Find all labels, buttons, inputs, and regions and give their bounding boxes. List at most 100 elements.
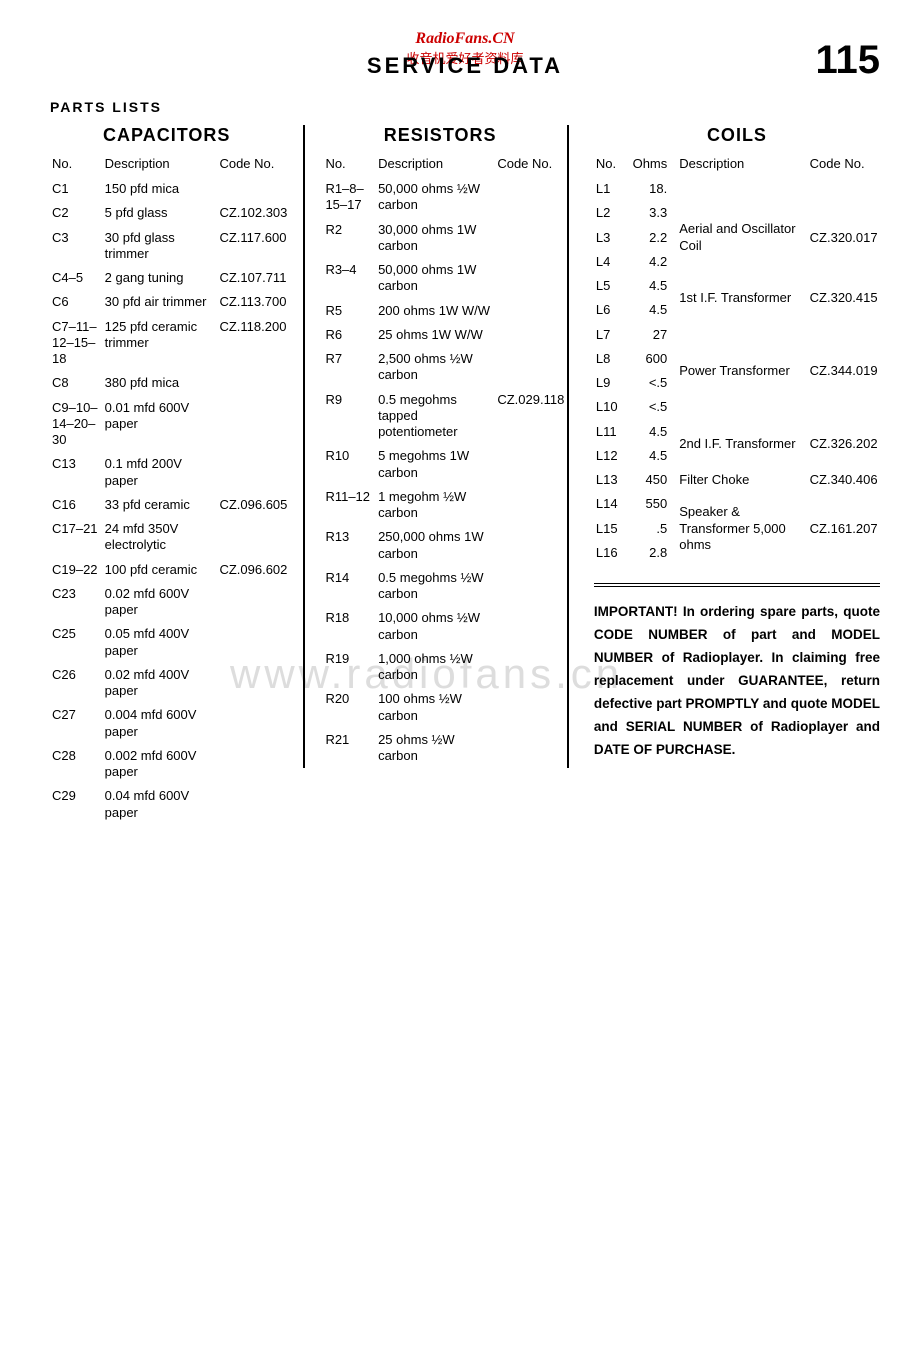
part-desc: 10,000 ohms ½W carbon — [376, 606, 495, 647]
part-no: R21 — [323, 728, 376, 769]
part-desc: Power Transformer — [677, 323, 807, 420]
part-code: CZ.326.202 — [808, 420, 880, 469]
part-ohms: <.5 — [629, 395, 677, 419]
part-desc: 33 pfd ceramic — [103, 493, 218, 517]
part-ohms: 27 — [629, 323, 677, 347]
part-code — [217, 517, 283, 558]
part-desc: 0.05 mfd 400V paper — [103, 622, 218, 663]
part-no: R11–12 — [323, 485, 376, 526]
part-desc: 0.5 megohms tapped potentiometer — [376, 388, 495, 445]
part-no: R1–8–15–17 — [323, 177, 376, 218]
part-code — [495, 566, 557, 607]
part-code — [217, 452, 283, 493]
part-desc: 0.004 mfd 600V paper — [103, 703, 218, 744]
table-row: C250.05 mfd 400V paper — [50, 622, 283, 663]
col-header-no: No. — [50, 156, 103, 177]
part-no: C2 — [50, 201, 103, 225]
part-code: CZ.161.207 — [808, 492, 880, 565]
part-no: R2 — [323, 218, 376, 259]
table-row: C1150 pfd mica — [50, 177, 283, 201]
part-code — [217, 396, 283, 453]
part-no: L10 — [594, 395, 629, 419]
table-row: C270.004 mfd 600V paper — [50, 703, 283, 744]
part-desc: 200 ohms 1W W/W — [376, 299, 495, 323]
part-code — [217, 371, 283, 395]
table-row: C280.002 mfd 600V paper — [50, 744, 283, 785]
part-no: R14 — [323, 566, 376, 607]
table-row: R5200 ohms 1W W/W — [323, 299, 556, 323]
table-row: L54.51st I.F. TransformerCZ.320.415 — [594, 274, 880, 298]
part-desc: 100 ohms ½W carbon — [376, 687, 495, 728]
table-row: R3–450,000 ohms 1W carbon — [323, 258, 556, 299]
part-desc: 380 pfd mica — [103, 371, 218, 395]
part-code: CZ.320.415 — [808, 274, 880, 323]
part-code: CZ.107.711 — [217, 266, 283, 290]
part-code — [217, 663, 283, 704]
table-row: R140.5 megohms ½W carbon — [323, 566, 556, 607]
col-header-code: Code No. — [808, 156, 880, 177]
part-code: CZ.320.017 — [808, 201, 880, 274]
part-ohms: .5 — [629, 517, 677, 541]
part-ohms: 4.5 — [629, 420, 677, 444]
part-no: L8 — [594, 347, 629, 371]
part-desc: 50,000 ohms ½W carbon — [376, 177, 495, 218]
part-no: C23 — [50, 582, 103, 623]
part-code — [217, 784, 283, 825]
table-row: R1810,000 ohms ½W carbon — [323, 606, 556, 647]
part-desc: 0.1 mfd 200V paper — [103, 452, 218, 493]
table-row: L14550Speaker & Transformer 5,000 ohmsCZ… — [594, 492, 880, 516]
part-desc: 1,000 ohms ½W carbon — [376, 647, 495, 688]
table-row: C260.02 mfd 400V paper — [50, 663, 283, 704]
table-row: R90.5 megohms tapped potentiometerCZ.029… — [323, 388, 556, 445]
part-desc: 0.5 megohms ½W carbon — [376, 566, 495, 607]
part-no: R5 — [323, 299, 376, 323]
part-desc: 0.01 mfd 600V paper — [103, 396, 218, 453]
part-ohms: 2.2 — [629, 226, 677, 250]
col-header-code: Code No. — [217, 156, 283, 177]
table-row: R13250,000 ohms 1W carbon — [323, 525, 556, 566]
page-header: RadioFans.CN 收音机爱好者资料库 SERVICE DATA 115 — [50, 30, 880, 79]
part-code — [217, 703, 283, 744]
part-desc: 24 mfd 350V electrolytic — [103, 517, 218, 558]
part-ohms: 4.5 — [629, 298, 677, 322]
part-no: L3 — [594, 226, 629, 250]
part-no: C19–22 — [50, 558, 103, 582]
part-desc: Aerial and Oscillator Coil — [677, 201, 807, 274]
parts-lists-title: PARTS LISTS — [50, 99, 880, 115]
part-ohms: <.5 — [629, 371, 677, 395]
part-ohms: 2.8 — [629, 541, 677, 565]
part-no: L2 — [594, 201, 629, 225]
capacitors-column: CAPACITORS No. Description Code No. C115… — [50, 125, 283, 825]
coils-column: COILS No. Ohms Description Code No. L118… — [589, 125, 880, 762]
part-no: R19 — [323, 647, 376, 688]
part-desc: 0.02 mfd 600V paper — [103, 582, 218, 623]
part-desc: 150 pfd mica — [103, 177, 218, 201]
page-number: 115 — [815, 38, 880, 83]
part-desc: 25 ohms 1W W/W — [376, 323, 495, 347]
part-no: L16 — [594, 541, 629, 565]
col-header-desc: Description — [677, 156, 807, 177]
part-code — [495, 347, 557, 388]
col-header-ohms: Ohms — [629, 156, 677, 177]
part-no: L1 — [594, 177, 629, 201]
part-desc: 30,000 ohms 1W carbon — [376, 218, 495, 259]
part-no: C4–5 — [50, 266, 103, 290]
part-desc: 100 pfd ceramic — [103, 558, 218, 582]
part-no: C17–21 — [50, 517, 103, 558]
table-row: R625 ohms 1W W/W — [323, 323, 556, 347]
part-no: R6 — [323, 323, 376, 347]
part-code — [217, 177, 283, 201]
part-desc: 5 megohms 1W carbon — [376, 444, 495, 485]
part-no: L15 — [594, 517, 629, 541]
table-row: C25 pfd glassCZ.102.303 — [50, 201, 283, 225]
part-no: C29 — [50, 784, 103, 825]
part-code — [495, 299, 557, 323]
part-no: L9 — [594, 371, 629, 395]
part-desc: 125 pfd ceramic trimmer — [103, 315, 218, 372]
radiofans-link: RadioFans.CN — [50, 30, 880, 48]
part-desc — [677, 177, 807, 201]
part-no: C7–11–12–15–18 — [50, 315, 103, 372]
part-desc: 50,000 ohms 1W carbon — [376, 258, 495, 299]
part-desc: Speaker & Transformer 5,000 ohms — [677, 492, 807, 565]
table-row: R11–121 megohm ½W carbon — [323, 485, 556, 526]
